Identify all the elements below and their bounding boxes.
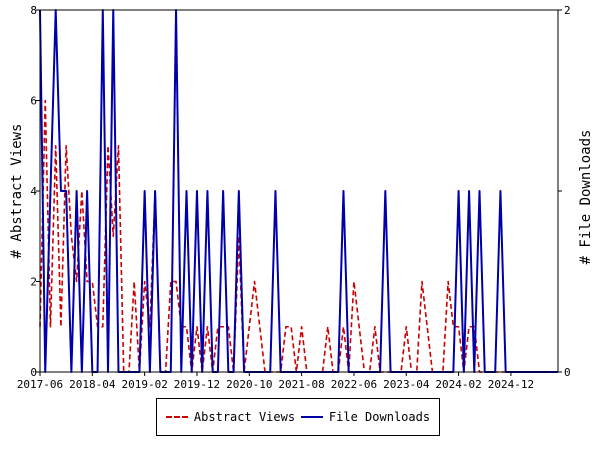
y-axis-right-title: # File Downloads bbox=[578, 130, 594, 265]
legend-item-file-downloads: File Downloads bbox=[300, 410, 431, 424]
x-tick-label: 2022-06 bbox=[331, 378, 377, 391]
x-tick-label: 2018-04 bbox=[69, 378, 116, 391]
x-tick-label: 2023-04 bbox=[383, 378, 430, 391]
y-left-tick-label: 4 bbox=[30, 185, 37, 198]
x-tick-label: 2017-06 bbox=[17, 378, 63, 391]
legend-item-abstract-views: Abstract Views bbox=[165, 410, 296, 424]
y-right-tick-label: 2 bbox=[564, 4, 571, 17]
x-tick-label: 2019-12 bbox=[174, 378, 220, 391]
legend-label-file-downloads: File Downloads bbox=[328, 410, 431, 424]
legend: Abstract Views File Downloads bbox=[156, 398, 440, 436]
y-left-tick-label: 6 bbox=[30, 95, 37, 108]
x-tick-label: 2020-10 bbox=[226, 378, 272, 391]
legend-label-abstract-views: Abstract Views bbox=[193, 410, 296, 424]
axes-layer: 0 2 4 6 8 0 2 2017-06 2018-04 2019-02 2019-12 2020-… bbox=[17, 4, 571, 391]
y-left-tick-label: 2 bbox=[30, 276, 37, 289]
series-line-file-downloads bbox=[39, 9, 558, 373]
legend-swatch-solid bbox=[300, 416, 323, 418]
x-tick-label: 2019-02 bbox=[121, 378, 167, 391]
x-tick-label: 2024-12 bbox=[488, 378, 534, 391]
y-left-tick-label: 8 bbox=[30, 4, 37, 17]
y-right-tick-label: 0 bbox=[564, 366, 571, 379]
x-tick-label: 2024-02 bbox=[435, 378, 481, 391]
series-layer bbox=[39, 9, 559, 373]
y-left-tick-label: 0 bbox=[30, 366, 37, 379]
x-tick-label: 2021-08 bbox=[278, 378, 324, 391]
legend-swatch-dashed bbox=[165, 416, 188, 418]
y-axis-left-title: # Abstract Views bbox=[9, 124, 25, 259]
